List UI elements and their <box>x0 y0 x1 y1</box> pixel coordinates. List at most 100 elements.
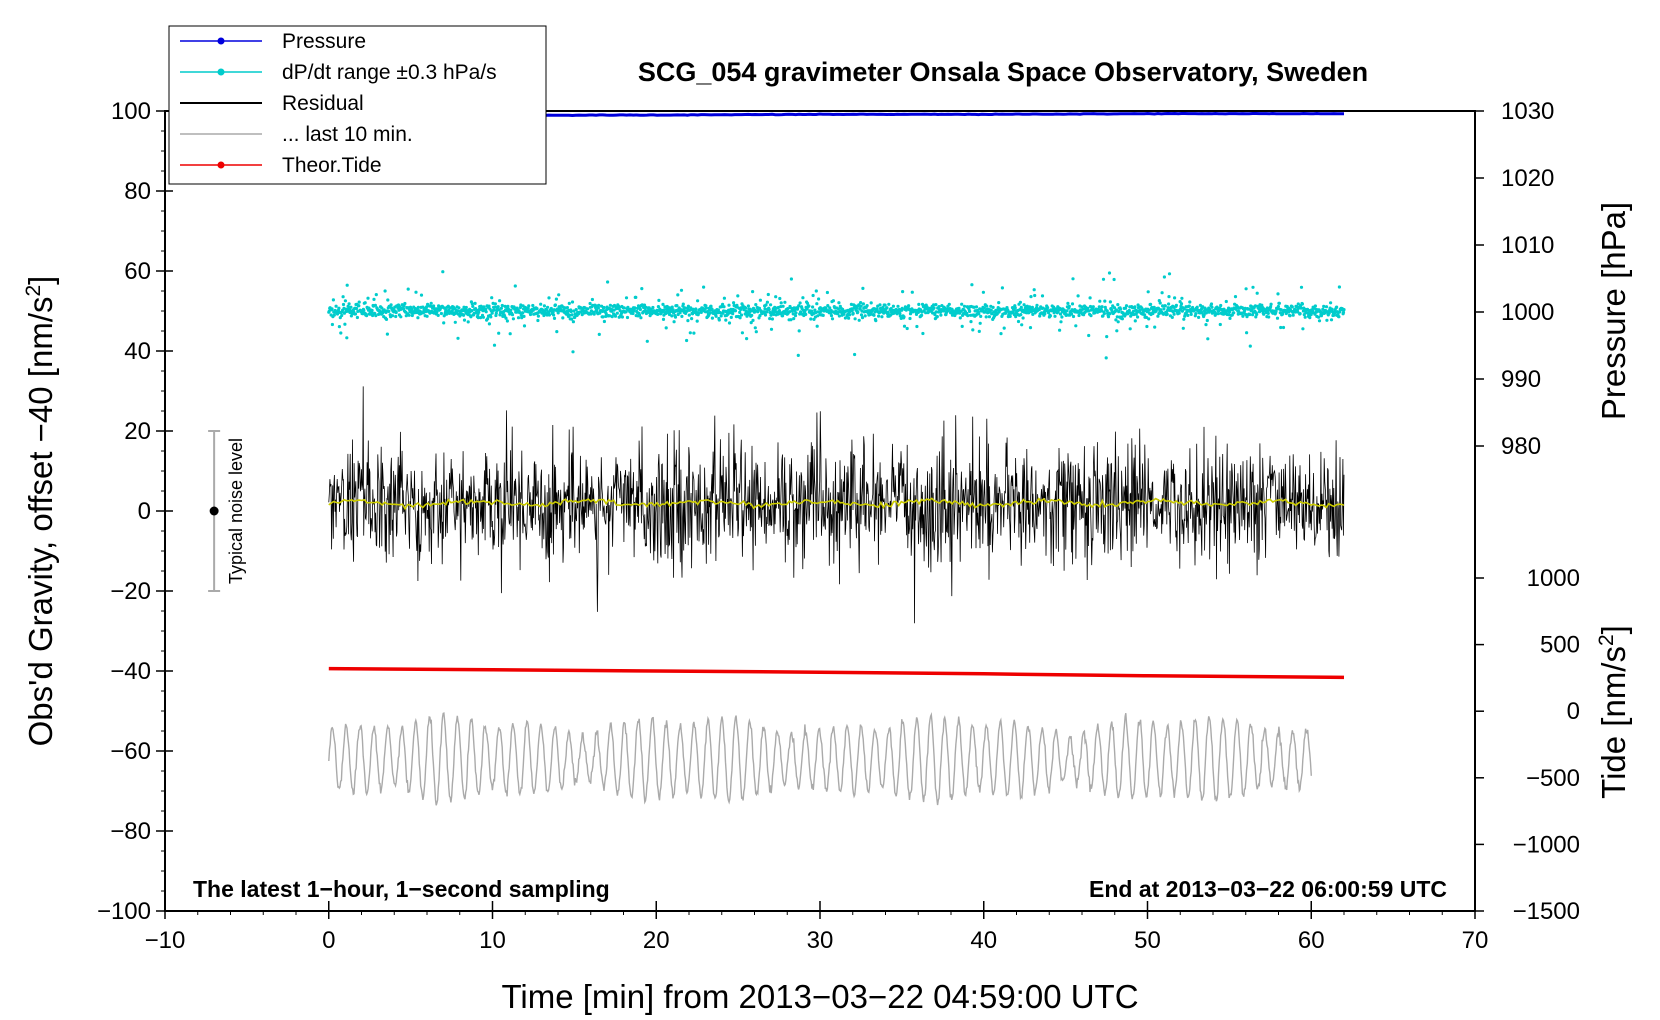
dpdt-point <box>522 314 526 318</box>
dpdt-point <box>521 311 525 315</box>
dpdt-point <box>813 308 817 312</box>
dpdt-point <box>861 302 866 306</box>
dpdt-point <box>997 301 1001 305</box>
pressure-tick-label: 1020 <box>1501 165 1554 192</box>
dpdt-point <box>1018 300 1023 304</box>
dpdt-point <box>554 297 559 301</box>
dpdt-point <box>380 306 384 310</box>
dpdt-point <box>547 313 552 317</box>
dpdt-point <box>1149 302 1153 306</box>
dpdt-point <box>1089 314 1093 318</box>
dpdt-point <box>1066 301 1070 305</box>
dpdt-point <box>902 315 906 319</box>
dpdt-point <box>403 301 407 306</box>
dpdt-point <box>924 311 928 315</box>
dpdt-point <box>989 308 993 312</box>
dpdt-point <box>1153 325 1157 329</box>
dpdt-point <box>857 318 861 322</box>
dpdt-point <box>1087 333 1091 338</box>
dpdt-point <box>695 319 699 323</box>
dpdt-point <box>519 313 523 317</box>
dpdt-point <box>1303 315 1307 319</box>
dpdt-point <box>462 318 467 322</box>
dpdt-point <box>754 330 758 334</box>
dpdt-point <box>1301 327 1305 331</box>
dpdt-point <box>340 313 344 318</box>
dpdt-point <box>826 304 830 308</box>
dpdt-point <box>908 316 912 321</box>
end-time-annotation: End at 2013−03−22 06:00:59 UTC <box>1089 876 1447 902</box>
dpdt-point <box>872 313 876 317</box>
legend-label: Residual <box>282 92 364 115</box>
dpdt-point <box>854 306 859 310</box>
dpdt-point <box>1158 301 1162 305</box>
dpdt-point <box>574 308 578 312</box>
dpdt-point <box>1170 315 1174 319</box>
dpdt-point <box>1019 305 1023 309</box>
dpdt-point <box>763 307 767 311</box>
dpdt-point <box>878 303 882 307</box>
dpdt-point <box>561 316 565 320</box>
pressure-tick-label: 980 <box>1501 433 1541 460</box>
dpdt-point <box>570 313 574 317</box>
dpdt-point <box>1172 312 1176 316</box>
dpdt-point <box>744 306 748 310</box>
dpdt-point <box>907 304 911 308</box>
dpdt-point <box>1071 277 1075 281</box>
dpdt-point <box>1161 304 1165 308</box>
dpdt-point <box>710 316 715 320</box>
dpdt-point <box>769 327 774 331</box>
dpdt-point <box>357 304 361 308</box>
dpdt-point <box>807 304 811 308</box>
dpdt-point <box>489 315 493 319</box>
dpdt-point <box>1058 328 1062 332</box>
dpdt-point <box>1163 304 1167 308</box>
dpdt-point <box>1151 311 1155 316</box>
dpdt-point <box>1232 311 1236 315</box>
dpdt-point <box>569 309 573 314</box>
dpdt-point <box>496 305 500 309</box>
dpdt-point <box>373 303 377 307</box>
dpdt-point <box>1156 314 1160 318</box>
dpdt-point <box>362 308 366 312</box>
tide-tick-label: 500 <box>1540 632 1580 659</box>
legend-label: Pressure <box>282 30 366 53</box>
dpdt-point <box>470 302 474 306</box>
dpdt-point <box>435 310 439 314</box>
dpdt-point <box>610 315 614 319</box>
dpdt-point <box>511 317 515 321</box>
dpdt-point <box>1269 302 1273 306</box>
dpdt-point <box>349 314 353 318</box>
dpdt-point <box>1014 315 1018 319</box>
dpdt-point <box>869 301 873 305</box>
dpdt-point <box>506 304 510 308</box>
dpdt-point <box>1065 309 1069 313</box>
dpdt-point <box>783 300 787 304</box>
dpdt-point <box>542 304 547 308</box>
dpdt-point <box>685 338 689 343</box>
dpdt-point <box>1043 312 1047 316</box>
tide-axis-title-main: Tide [nm/s <box>1595 646 1632 799</box>
dpdt-point <box>1059 320 1063 324</box>
dpdt-point <box>1120 317 1124 321</box>
dpdt-point <box>425 305 429 309</box>
dpdt-point <box>1260 303 1264 307</box>
dpdt-point <box>651 305 655 310</box>
dpdt-point <box>509 308 513 312</box>
dpdt-point <box>1037 308 1041 312</box>
dpdt-point <box>612 308 616 312</box>
x-tick-label: 0 <box>322 927 335 954</box>
dpdt-point <box>798 301 802 305</box>
dpdt-point <box>1018 308 1022 312</box>
legend-label: Theor.Tide <box>282 154 382 177</box>
dpdt-point <box>1296 302 1300 306</box>
dpdt-point <box>1033 293 1037 298</box>
dpdt-point <box>831 299 836 303</box>
dpdt-point <box>739 313 744 317</box>
x-tick-label: −10 <box>145 927 186 954</box>
dpdt-point <box>1317 315 1321 319</box>
dpdt-point <box>567 301 571 305</box>
dpdt-point <box>814 289 818 293</box>
dpdt-point <box>441 270 445 274</box>
noise-bar-center-dot <box>209 506 219 516</box>
